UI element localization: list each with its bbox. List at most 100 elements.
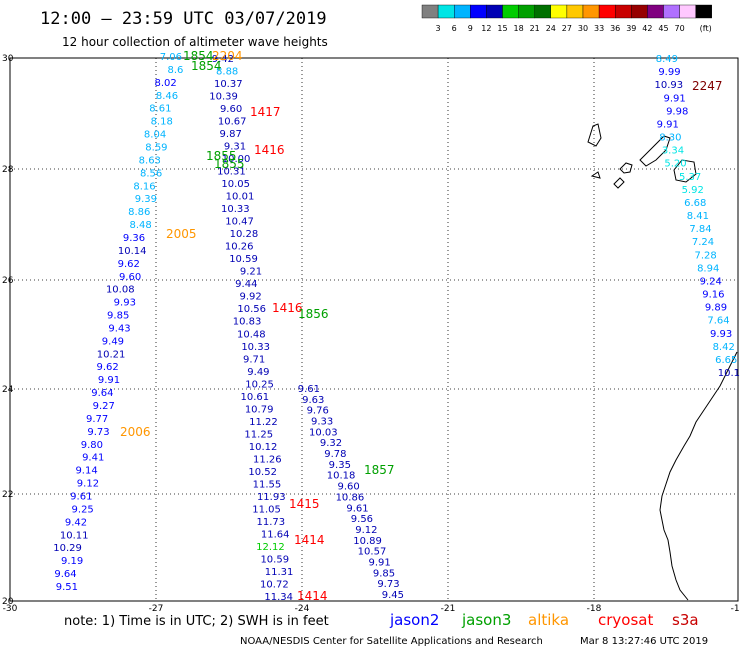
swh-value: 10.21 [97,349,126,360]
scale-label: 12 [481,24,491,33]
swh-value: 10.00 [222,154,251,165]
swh-value: 10.89 [353,536,382,547]
coastline-el-hierro [613,177,625,189]
swh-value: 10.37 [214,79,243,90]
swh-value: 10.31 [217,167,246,178]
swh-value: 10.01 [226,192,255,203]
scale-label: 6 [452,24,457,33]
swh-value: 8.63 [139,155,161,166]
swh-value: 9.91 [663,93,685,104]
pass-time-label: 1854 [191,59,222,73]
swh-value: 8.61 [149,104,171,115]
coastline-la-gomera [619,162,633,174]
swh-value: 10.86 [336,492,365,503]
swh-value: 9.33 [311,417,333,428]
swh-value: 9.71 [243,354,265,365]
swh-value: 9.12 [77,479,99,490]
scale-swatch [470,4,487,19]
coastline-small-islet [590,171,601,179]
pass-time-label: 1416 [254,143,285,157]
pass-time-label: 1855 [214,157,245,171]
lon-tick-label: -24 [295,604,310,614]
legend-altika: altika [528,611,569,629]
swh-value: 10.29 [53,543,82,554]
swh-value: 10.1 [718,368,740,379]
swh-value: 10.33 [221,204,250,215]
scale-label: (ft) [700,24,712,33]
swh-value: 9.64 [54,569,76,580]
swh-value: 9.61 [298,384,320,395]
scale-swatch [550,4,568,19]
swh-value: 10.59 [229,254,258,265]
lon-tick-label: -30 [3,604,18,614]
swh-value: 9.19 [61,556,83,567]
swh-values: 7.06 8.6 8.02 8.46 8.61 8.18 8.048.59 8.63 8.56 8… [53,52,740,603]
swh-value: 9.76 [307,406,329,417]
swh-value: 9.73 [377,579,399,590]
coastline-tenerife [639,135,671,167]
swh-value: 9.27 [93,401,115,412]
swh-value: 9.31 [224,142,246,153]
scale-label: 45 [658,24,668,33]
footer-note: note: 1) Time is in UTC; 2) SWH is in fe… [64,614,329,629]
swh-value: 8.49 [656,54,678,65]
swh-value: 7.28 [694,250,716,261]
pass-time-label: 2005 [166,227,197,241]
swh-value: 9.89 [705,303,727,314]
legend-s3a: s3a [672,611,699,629]
scale-swatch [647,4,664,19]
swh-value: 8.41 [687,211,709,222]
swh-value: 8.18 [151,117,173,128]
swh-value: 9.77 [86,414,108,425]
swh-value: 9.60 [119,272,141,283]
scale-label: 39 [626,24,636,33]
pass-time-label: 1414 [294,533,325,547]
swh-value: 11.26 [253,454,282,465]
swh-value: 9.62 [118,259,140,270]
lat-tick-label: 30 [2,54,14,64]
lat-tick-label: 20 [2,597,14,607]
swh-value: 11.64 [261,529,290,540]
scale-swatch [437,4,455,19]
pass-time-label: 1417 [250,105,281,119]
swh-value: 10.79 [245,404,274,415]
swh-value: 9.91 [98,375,120,386]
swh-value: 9.49 [247,367,269,378]
lat-tick-label: 28 [2,165,14,175]
swh-value: 9.51 [56,582,78,593]
pass-time-label: 1855 [206,149,237,163]
swh-value: 11.05 [252,504,281,515]
swh-value: 7.84 [689,224,711,235]
pass-time-label: 1857 [364,463,395,477]
swh-value: 9.73 [87,427,109,438]
axis-labels: -30 -27 -24 -21 -18 -15 30 28 26 24 22 20 [2,54,740,614]
swh-value: 8.88 [216,67,238,78]
swh-value: 8.86 [128,207,150,218]
scale-swatch [663,4,680,19]
pass-time-label: 1414 [297,589,328,603]
swh-value: 10.14 [118,246,147,257]
scale-swatch [695,4,713,19]
lat-tick-label: 22 [2,490,13,500]
legend-jason2: jason2 [389,611,439,629]
swh-value: 5.20 [664,159,686,170]
graticule [10,58,738,601]
swh-value: 11.34 [264,592,293,603]
lon-tick-label: -21 [441,604,456,614]
swh-value: 9.62 [97,362,119,373]
scale-swatch [631,4,648,19]
swh-value: 9.61 [346,503,368,514]
scale-label: 3 [436,24,441,33]
swh-value: 8.59 [145,142,167,153]
scale-label: 18 [514,24,524,33]
swh-value: 8.6 [167,65,183,76]
swh-value: 11.22 [249,417,278,428]
swh-value: 8.30 [659,133,681,144]
coastline-gran-canaria [673,159,697,183]
legend-cryosat: cryosat [598,611,653,629]
scale-swatch [566,4,584,19]
map-frame [9,57,739,602]
swh-value: 9.93 [710,329,732,340]
swh-value: 8.04 [144,130,166,141]
swh-value: 9.64 [91,388,113,399]
